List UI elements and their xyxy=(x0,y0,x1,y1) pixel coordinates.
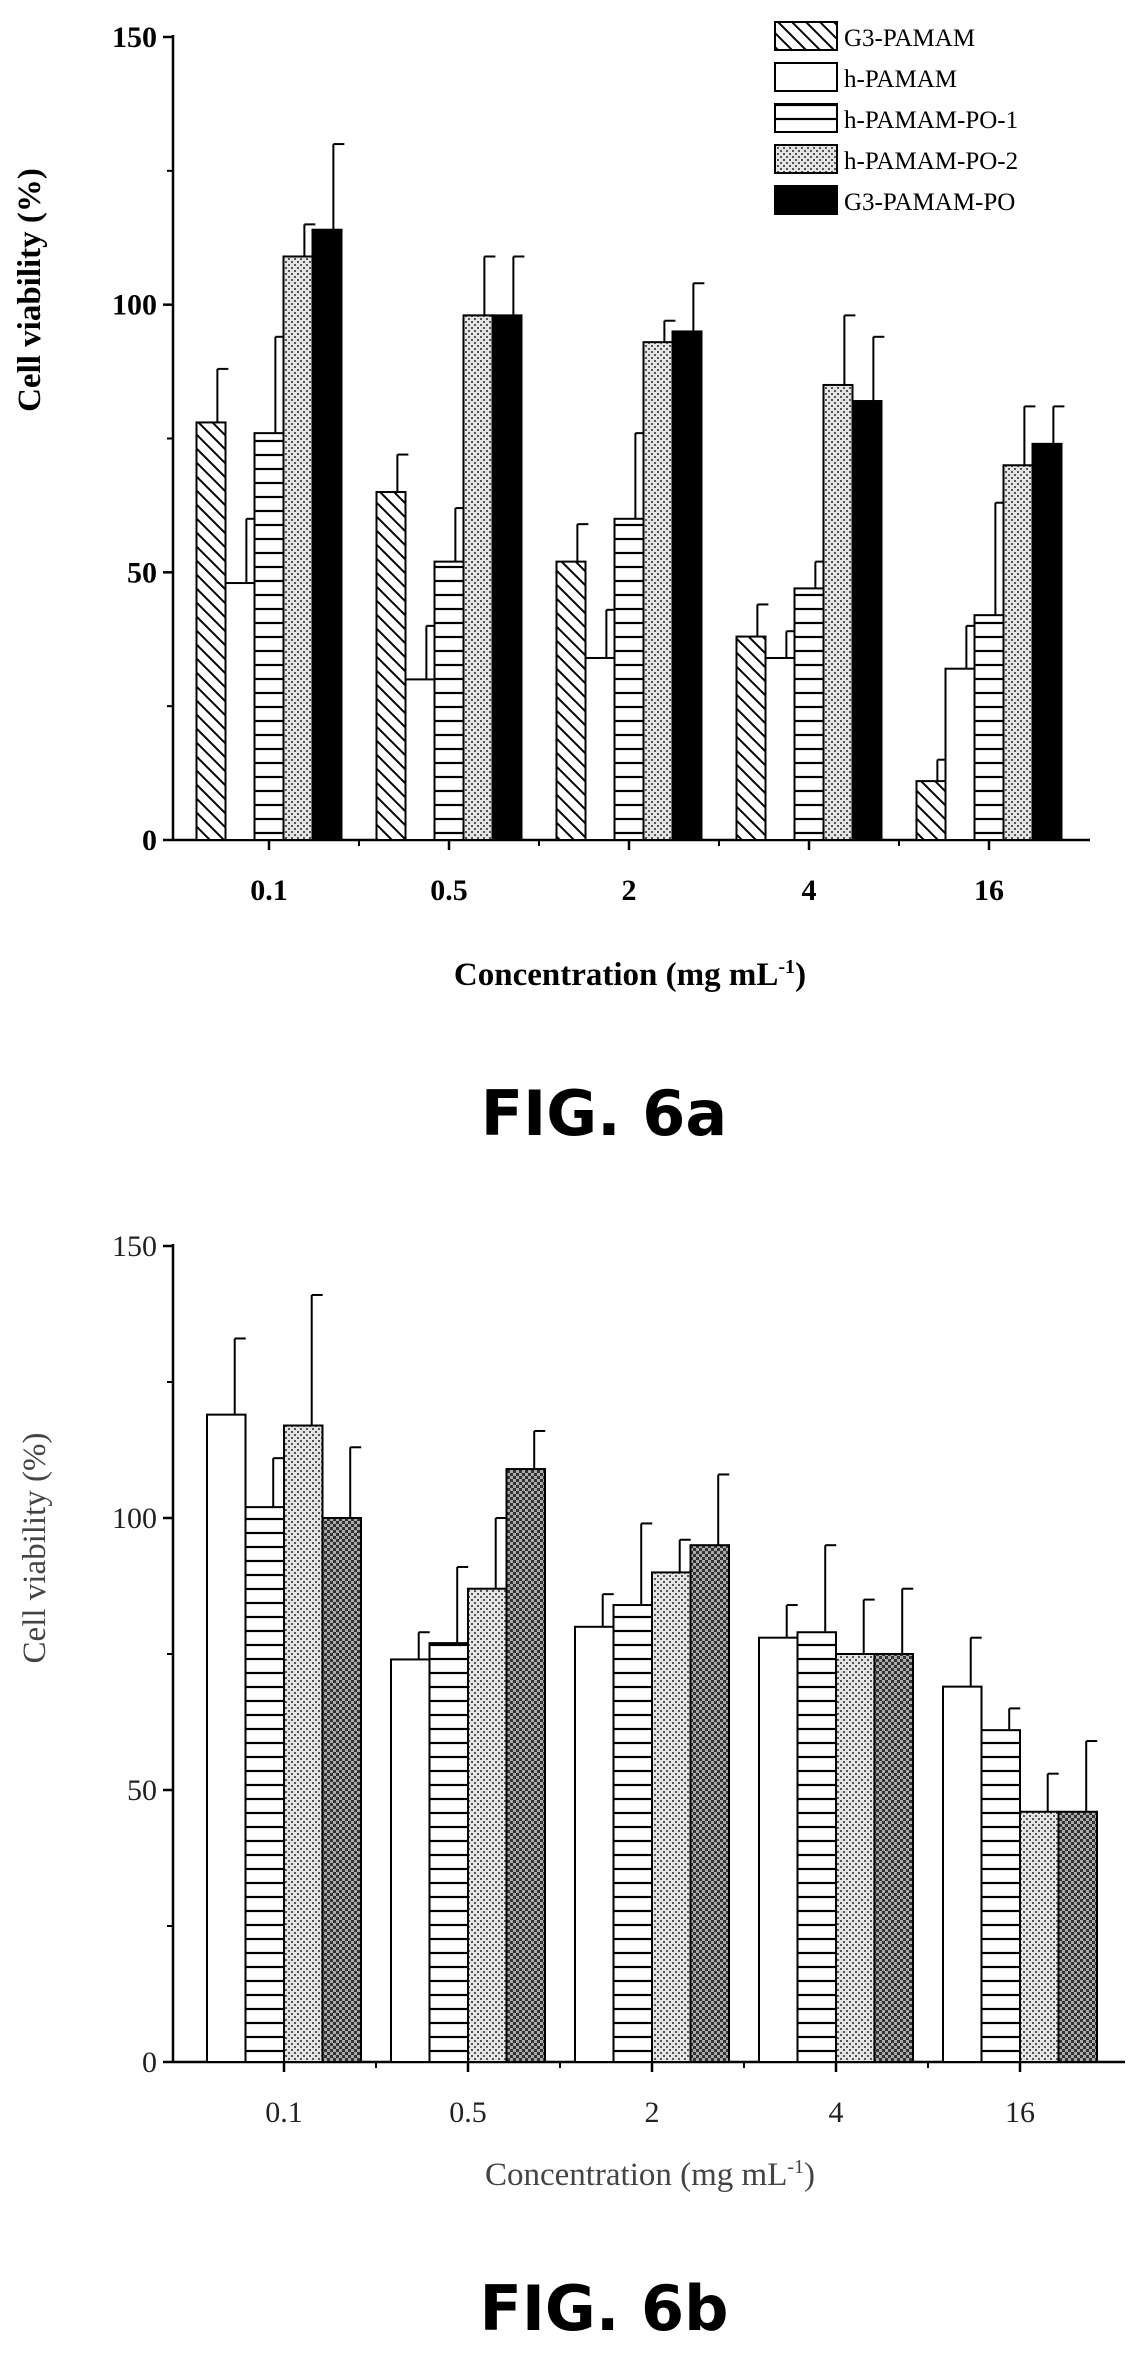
bar xyxy=(822,383,854,841)
legend-item: h-PAMAM xyxy=(774,62,957,93)
bar xyxy=(651,1571,692,2064)
x-tick-label: 16 xyxy=(974,874,1004,907)
legend-swatch xyxy=(774,62,838,92)
chart-6b-y-axis-title: Cell viability (%) xyxy=(17,1433,53,1664)
chart-6a-x-axis-title: Concentration (mg mL-1) xyxy=(454,956,806,993)
bar xyxy=(195,421,227,841)
y-tick-label: 0 xyxy=(142,2046,157,2079)
x-tick-label: 2 xyxy=(622,874,637,907)
bar xyxy=(375,491,407,841)
x-tick-label: 0.1 xyxy=(250,874,288,907)
bar xyxy=(206,1413,247,2063)
bar xyxy=(642,341,674,841)
y-tick-label: 50 xyxy=(127,1774,157,1807)
bar xyxy=(321,1517,362,2063)
legend-swatch xyxy=(774,21,838,51)
bar xyxy=(253,432,285,841)
x-tick-label: 16 xyxy=(1005,2096,1035,2129)
bar xyxy=(404,678,436,842)
bar xyxy=(1057,1810,1098,2064)
chart-6a-legend: G3-PAMAM h-PAMAM h-PAMAM-PO-1 h-PAMAM-PO-2 G… xyxy=(774,21,1018,216)
bar xyxy=(574,1625,615,2064)
figure-caption-6a: FIG. 6a xyxy=(481,1077,727,1150)
chart-6b-x-axis-title: Concentration (mg mL-1) xyxy=(485,2156,815,2193)
bar xyxy=(735,635,767,841)
x-tick-label: 4 xyxy=(829,2096,844,2129)
bar xyxy=(1031,442,1063,841)
bar xyxy=(851,400,883,841)
x-tick-label: 0.5 xyxy=(430,874,468,907)
bar xyxy=(244,1506,285,2063)
bar xyxy=(793,587,825,841)
x-tick-label: 0.5 xyxy=(449,2096,487,2129)
y-tick-label: 100 xyxy=(112,1502,157,1535)
bar xyxy=(980,1729,1021,2064)
chart-6a: 0 50 100 150 0.1 0.5 2 4 16 Cell viability (%) C… xyxy=(12,21,1090,1150)
bar xyxy=(282,255,314,841)
x-tick-label: 0.1 xyxy=(265,2096,303,2129)
bar xyxy=(612,1604,653,2064)
chart-6b-plot-area: 0 50 100 150 0.1 0.5 2 4 16 xyxy=(112,1230,1125,2129)
bar xyxy=(390,1658,431,2063)
x-tick-label: 2 xyxy=(645,2096,660,2129)
bar xyxy=(796,1631,837,2063)
x-tick-label: 4 xyxy=(802,874,817,907)
bar xyxy=(283,1424,324,2063)
bar xyxy=(671,330,703,841)
y-tick-label: 150 xyxy=(112,1230,157,1263)
y-tick-label: 50 xyxy=(127,556,157,589)
legend-item: G3-PAMAM-PO xyxy=(774,185,1015,216)
legend-swatch xyxy=(774,185,838,215)
legend-swatch xyxy=(774,103,838,133)
bar xyxy=(689,1544,730,2063)
bar xyxy=(491,314,523,841)
legend-swatch xyxy=(774,144,838,174)
legend-item: h-PAMAM-PO-2 xyxy=(774,144,1018,175)
figure-caption-6b: FIG. 6b xyxy=(480,2272,729,2345)
bar xyxy=(584,656,616,842)
bar xyxy=(942,1685,983,2063)
chart-6a-y-axis-title: Cell viability (%) xyxy=(12,168,48,412)
bar xyxy=(462,314,494,841)
bar xyxy=(433,560,465,841)
bar xyxy=(1002,464,1034,841)
bar xyxy=(764,656,796,842)
y-tick-label: 0 xyxy=(142,824,157,857)
bar xyxy=(973,614,1005,841)
bar xyxy=(467,1587,508,2063)
legend-label: h-PAMAM-PO-2 xyxy=(844,148,1018,175)
legend-label: G3-PAMAM xyxy=(844,25,975,52)
bar xyxy=(1019,1810,1060,2064)
bar xyxy=(224,582,256,841)
chart-6a-plot-area: 0 50 100 150 0.1 0.5 2 4 16 xyxy=(112,21,1090,907)
y-tick-label: 150 xyxy=(112,21,157,54)
bar xyxy=(835,1653,876,2063)
legend-label: h-PAMAM-PO-1 xyxy=(844,107,1018,134)
legend-label: h-PAMAM xyxy=(844,66,957,93)
bar xyxy=(613,517,645,841)
bar xyxy=(873,1653,914,2063)
bar xyxy=(311,228,343,842)
bar xyxy=(758,1636,799,2064)
bar xyxy=(428,1642,469,2063)
bar xyxy=(915,780,947,842)
legend-item: h-PAMAM-PO-1 xyxy=(774,103,1018,134)
bar xyxy=(555,560,587,841)
bar xyxy=(944,667,976,842)
chart-6b: 0 50 100 150 0.1 0.5 2 4 16 Cell viability (%) C… xyxy=(17,1230,1125,2345)
y-tick-label: 100 xyxy=(112,289,157,322)
legend-label: G3-PAMAM-PO xyxy=(844,189,1015,216)
bar xyxy=(505,1468,546,2064)
legend-item: G3-PAMAM xyxy=(774,21,975,52)
